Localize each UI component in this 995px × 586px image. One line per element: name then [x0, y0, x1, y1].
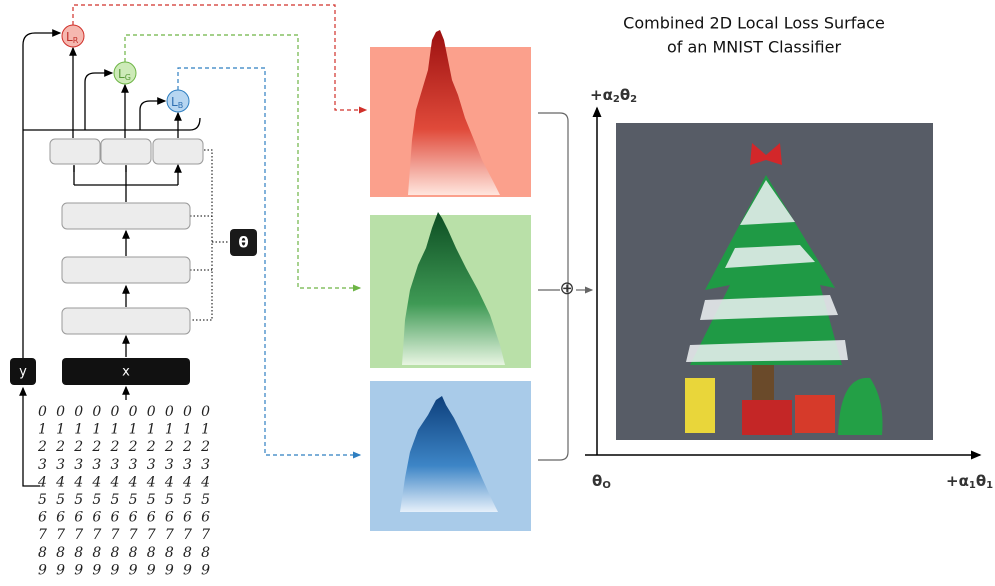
arrow [84, 69, 114, 130]
layer-box [61, 256, 191, 284]
head-box [152, 138, 204, 165]
head-box [100, 138, 152, 165]
origin-label: θO [592, 472, 611, 492]
digit-row: 6666666666 [38, 510, 210, 526]
digit-row: 8888888888 [38, 545, 210, 561]
red-connector [72, 4, 368, 114]
digit-row: 0000000000 [38, 404, 210, 420]
fanout [73, 166, 179, 202]
head-box [49, 138, 101, 165]
digit-row: 7777777777 [38, 527, 210, 543]
blue-surface [400, 396, 498, 512]
arrow [139, 97, 167, 130]
red-surface [408, 30, 500, 195]
arrow [19, 386, 40, 487]
param-links [190, 149, 228, 321]
theta-label: θ [238, 234, 248, 252]
loss-node [61, 24, 85, 48]
layer-box [61, 202, 191, 230]
digit-row: 3333333333 [38, 457, 210, 473]
title: of an MNIST Classifier [667, 38, 842, 57]
green-connector [124, 34, 362, 292]
digit-row: 1111111111 [38, 422, 210, 438]
loss-label: LG [118, 67, 131, 82]
loss-node [113, 61, 137, 85]
theta-box [230, 229, 257, 256]
label-branch [23, 117, 201, 131]
y-box [10, 358, 36, 385]
x-label: x [122, 365, 130, 380]
loss-label: LB [171, 95, 183, 110]
blue-connector [177, 67, 362, 459]
title: Combined 2D Local Loss Surface [623, 14, 885, 33]
green-surface [402, 212, 505, 365]
x-axis-label: +α1θ1 [946, 472, 993, 492]
arrow [73, 165, 178, 172]
digit-row: 4444444444 [37, 474, 210, 490]
digit-row: 9999999999 [38, 562, 210, 578]
combine-symbol: ⊕ [559, 278, 574, 299]
y-axis-label: +α2θ2 [590, 86, 637, 106]
loss-node [166, 89, 190, 113]
bracket [538, 112, 569, 461]
digit-row: 5555555555 [38, 492, 210, 508]
label-path [22, 29, 62, 358]
layer-box [61, 307, 191, 335]
x-box [62, 358, 190, 385]
digit-row: 2222222222 [37, 439, 210, 455]
y-label: y [19, 365, 27, 380]
tree [685, 143, 883, 435]
loss-label: LR [66, 30, 79, 45]
